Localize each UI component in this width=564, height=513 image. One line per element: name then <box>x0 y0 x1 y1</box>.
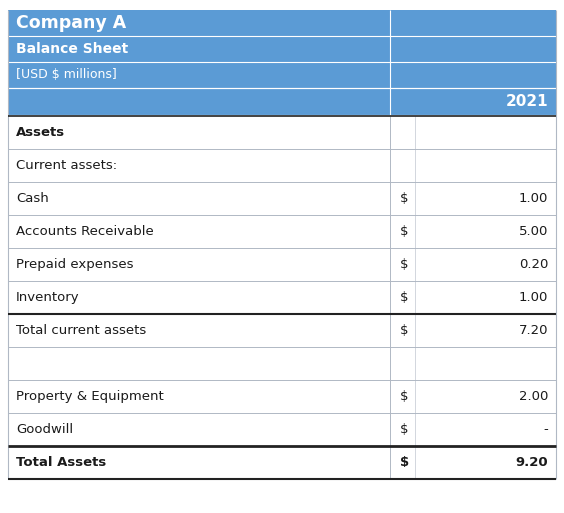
Text: 9.20: 9.20 <box>515 456 548 469</box>
Text: Inventory: Inventory <box>16 291 80 304</box>
Bar <box>8 413 556 446</box>
Text: $: $ <box>400 291 408 304</box>
Bar <box>8 88 556 116</box>
Text: $: $ <box>400 390 408 403</box>
Text: $: $ <box>400 456 409 469</box>
Text: 0.20: 0.20 <box>519 258 548 271</box>
Text: 2021: 2021 <box>505 94 548 109</box>
Text: 1.00: 1.00 <box>519 192 548 205</box>
Text: $: $ <box>400 192 408 205</box>
Text: Prepaid expenses: Prepaid expenses <box>16 258 134 271</box>
Text: Company A: Company A <box>16 14 126 32</box>
Text: $: $ <box>400 225 408 238</box>
Text: $: $ <box>400 423 408 436</box>
Bar <box>8 248 556 281</box>
Bar <box>8 215 556 248</box>
Bar <box>8 149 556 182</box>
Bar <box>8 182 556 215</box>
Text: -: - <box>543 423 548 436</box>
Text: Total Assets: Total Assets <box>16 456 106 469</box>
Text: Property & Equipment: Property & Equipment <box>16 390 164 403</box>
Bar <box>8 446 556 479</box>
Text: Total current assets: Total current assets <box>16 324 146 337</box>
Bar <box>8 62 556 88</box>
Text: 2.00: 2.00 <box>519 390 548 403</box>
Bar <box>8 116 556 149</box>
Text: Balance Sheet: Balance Sheet <box>16 42 128 56</box>
Text: Cash: Cash <box>16 192 49 205</box>
Text: 5.00: 5.00 <box>519 225 548 238</box>
Bar <box>8 314 556 347</box>
Bar <box>8 281 556 314</box>
Bar <box>8 36 556 62</box>
Text: Assets: Assets <box>16 126 65 139</box>
Text: Goodwill: Goodwill <box>16 423 73 436</box>
Text: $: $ <box>400 258 408 271</box>
Text: 7.20: 7.20 <box>518 324 548 337</box>
Text: [USD $ millions]: [USD $ millions] <box>16 69 117 82</box>
Bar <box>8 380 556 413</box>
Bar <box>8 347 556 380</box>
Text: Current assets:: Current assets: <box>16 159 117 172</box>
Text: $: $ <box>400 324 408 337</box>
Text: Accounts Receivable: Accounts Receivable <box>16 225 154 238</box>
Text: 1.00: 1.00 <box>519 291 548 304</box>
Bar <box>8 10 556 36</box>
